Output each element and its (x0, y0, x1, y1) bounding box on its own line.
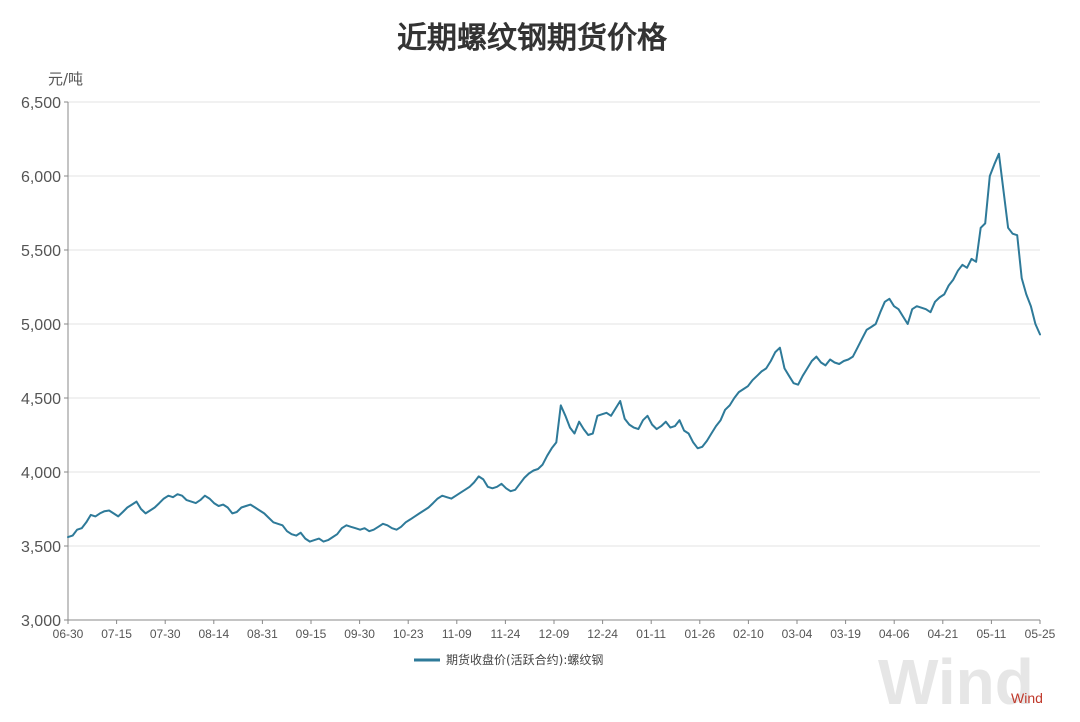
x-tick-label: 05-11 (976, 627, 1006, 641)
y-tick-label: 5,500 (21, 243, 61, 260)
x-tick-label: 01-26 (684, 627, 715, 641)
x-tick-label: 01-11 (636, 627, 666, 641)
x-tick-label: 05-25 (1025, 627, 1056, 641)
x-tick-label: 12-24 (587, 627, 618, 641)
series-line (67, 152, 1041, 543)
chart-title: 近期螺纹钢期货价格 (397, 21, 668, 56)
plot-area (67, 152, 1041, 543)
x-tick-label: 04-21 (927, 627, 958, 641)
y-tick-label: 4,000 (21, 465, 61, 482)
y-tick-label: 3,500 (21, 539, 61, 556)
x-tick-label: 09-30 (344, 627, 375, 641)
x-tick-label: 07-15 (101, 627, 132, 641)
watermark-logo: Wind (878, 646, 1034, 718)
watermark-label: Wind (1011, 690, 1043, 706)
y-tick-label: 6,000 (21, 169, 61, 186)
y-tick-label: 3,000 (21, 613, 61, 630)
x-tick-label: 02-10 (733, 627, 764, 641)
legend: 期货收盘价(活跃合约):螺纹钢 (414, 652, 603, 667)
x-tick-label: 03-19 (830, 627, 861, 641)
x-tick-label: 11-24 (490, 627, 520, 641)
x-tick-label: 08-31 (247, 627, 278, 641)
x-tick-label: 12-09 (539, 627, 570, 641)
watermark: Wind Wind (878, 646, 1043, 718)
y-tick-label: 6,500 (21, 95, 61, 112)
y-axis: 3,000 3,500 4,000 4,500 5,000 5,500 6,000 6,500 (21, 95, 69, 630)
y-tick-label: 4,500 (21, 391, 61, 408)
x-tick-label: 08-14 (198, 627, 229, 641)
x-tick-label: 09-15 (296, 627, 327, 641)
x-tick-label: 06-30 (53, 627, 84, 641)
legend-label: 期货收盘价(活跃合约):螺纹钢 (446, 652, 603, 667)
x-tick-label: 10-23 (393, 627, 424, 641)
grid-lines (68, 101, 1040, 547)
y-tick-label: 5,000 (21, 317, 61, 334)
x-tick-label: 04-06 (879, 627, 910, 641)
y-axis-unit-label: 元/吨 (48, 70, 83, 88)
x-tick-label: 11-09 (442, 627, 472, 641)
x-tick-label: 03-04 (782, 627, 813, 641)
x-axis: 06-30 07-15 07-30 08-14 08-31 09-15 09-30 10-23… (53, 619, 1056, 641)
x-tick-label: 07-30 (150, 627, 181, 641)
